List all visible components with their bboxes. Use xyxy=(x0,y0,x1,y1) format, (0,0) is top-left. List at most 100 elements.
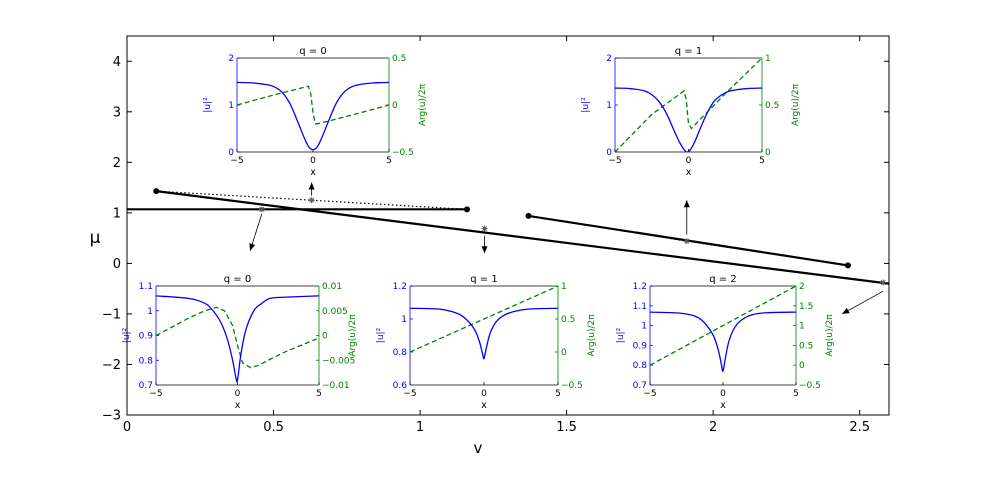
main-arrow-head xyxy=(683,200,690,208)
main-ytick-label: −2 xyxy=(102,358,121,373)
inset-series-group xyxy=(237,81,389,151)
inset-amplitude-line xyxy=(156,295,319,383)
main-xlabel: v xyxy=(474,439,483,457)
inset-ytick-right-label: −0.01 xyxy=(322,381,350,391)
inset-ylabel-left: |u|² xyxy=(122,327,132,343)
inset-ytick-right-label: 2 xyxy=(799,282,805,292)
inset-ytick-left-label: 0.8 xyxy=(633,361,648,371)
inset-ylabel-right: Arg(u)/2π xyxy=(418,83,428,126)
inset-ylabel-right: Arg(u)/2π xyxy=(825,314,835,357)
main-endpoint-marker xyxy=(844,262,851,269)
star-stroke xyxy=(880,280,886,286)
inset-xtick-label: −5 xyxy=(643,389,656,399)
inset-xtick-label: 0 xyxy=(720,389,726,399)
inset-xtick-label: 0 xyxy=(481,389,487,399)
inset-ytick-right-label: 0 xyxy=(392,101,398,111)
inset-ytick-left-label: 0.6 xyxy=(393,381,408,391)
inset-ytick-right-label: 0 xyxy=(561,348,567,358)
inset-ytick-left-label: 1 xyxy=(147,307,153,317)
main-xtick-label: 2 xyxy=(709,420,717,435)
inset-background xyxy=(156,286,319,385)
main-star-marker xyxy=(880,279,887,286)
inset-amplitude-line xyxy=(650,311,796,372)
inset-ylabel-left: |u|² xyxy=(376,327,386,343)
inset-ytick-right-label: 0 xyxy=(799,361,805,371)
inset-ytick-right-label: 1.5 xyxy=(799,302,813,312)
inset-xtick-label: 0 xyxy=(310,156,316,166)
inset-xtick-label: −5 xyxy=(608,156,621,166)
main-arrow-shaft xyxy=(841,290,884,315)
inset-ylabel-left: |u|² xyxy=(203,97,213,113)
inset-xlabel: x xyxy=(310,167,316,178)
inset-ytick-right-label: 1 xyxy=(799,322,805,332)
main-arrow-head xyxy=(308,182,315,190)
inset-ytick-right-label: 0.5 xyxy=(392,54,406,64)
main-ytick-label: 3 xyxy=(113,105,121,120)
inset-series-group xyxy=(410,286,558,360)
inset-xtick-label: 5 xyxy=(316,389,322,399)
inset-xtick-label: −5 xyxy=(230,156,243,166)
inset-ytick-left-label: 0 xyxy=(228,148,234,158)
inset-ytick-right-label: 1 xyxy=(561,282,567,292)
inset-xtick-label: 5 xyxy=(793,389,799,399)
star-stroke xyxy=(482,225,488,232)
inset-xtick-label: 5 xyxy=(555,389,561,399)
inset-ytick-left-label: 2 xyxy=(606,54,612,64)
main-xtick-label: 0 xyxy=(123,420,131,435)
main-ytick-label: −1 xyxy=(102,307,121,322)
inset-ytick-right-label: 0 xyxy=(765,148,771,158)
inset-ytick-left-label: 1 xyxy=(228,101,234,111)
inset-xlabel: x xyxy=(720,400,726,411)
inset-ytick-left-label: 0.8 xyxy=(393,348,408,358)
main-xtick-label: 0.5 xyxy=(263,420,284,435)
inset-ytick-left-label: 0.8 xyxy=(139,356,154,366)
star-stroke xyxy=(684,238,690,244)
inset-xtick-label: −5 xyxy=(403,389,416,399)
inset-series-group xyxy=(615,58,762,152)
inset-ytick-right-label: −0.5 xyxy=(392,148,414,158)
inset-ytick-right-label: −0.5 xyxy=(561,381,583,391)
inset-xtick-label: −5 xyxy=(149,389,162,399)
inset-phase-line xyxy=(410,286,558,353)
inset-ytick-right-label: 0.5 xyxy=(561,315,575,325)
main-ytick-label: −3 xyxy=(102,409,121,424)
inset-ylabel-left: |u|² xyxy=(616,327,626,343)
main-ytick-label: 4 xyxy=(113,55,121,70)
inset-bottom-right: q = 2 −5 0 5 x 0.7 0.8 0.9 1 1.1 1.2 −0.5 0 0.5 1 1.5 2 |… xyxy=(616,274,835,411)
inset-ytick-left-label: 0.7 xyxy=(139,381,153,391)
inset-title: q = 0 xyxy=(224,274,251,285)
main-ytick-label: 2 xyxy=(113,156,121,171)
inset-xtick-label: 5 xyxy=(386,156,392,166)
inset-amplitude-line xyxy=(237,81,389,151)
inset-xlabel: x xyxy=(686,167,692,178)
main-ytick-label: 0 xyxy=(113,257,121,272)
inset-ytick-left-label: 1.2 xyxy=(393,282,407,292)
inset-ylabel-right: Arg(u)/2π xyxy=(587,314,597,357)
inset-phase-line xyxy=(156,306,319,369)
inset-background xyxy=(615,58,762,152)
main-endpoint-marker xyxy=(463,206,470,213)
main-arrow-head xyxy=(249,243,256,251)
inset-ytick-right-label: 0.005 xyxy=(322,307,348,317)
inset-background xyxy=(410,286,558,385)
inset-ytick-right-label: −0.5 xyxy=(799,381,821,391)
star-stroke xyxy=(259,206,265,212)
main-xtick-label: 1 xyxy=(416,420,424,435)
inset-title: q = 1 xyxy=(675,46,702,57)
inset-phase-line xyxy=(650,286,796,366)
inset-bottom-middle: q = 1 −5 0 5 x 0.6 0.8 1 1.2 −0.5 0 0.5 1 |u|² Arg(u)/… xyxy=(376,274,597,411)
main-star-marker xyxy=(683,238,690,245)
main-star-marker xyxy=(481,225,488,232)
inset-ytick-left-label: 1.2 xyxy=(633,282,647,292)
inset-amplitude-line xyxy=(410,307,558,360)
inset-ytick-left-label: 1.1 xyxy=(633,302,647,312)
main-ytick-label: 1 xyxy=(113,206,121,221)
main-endpoint-marker xyxy=(525,212,532,219)
inset-ytick-right-label: 0.5 xyxy=(765,101,779,111)
inset-ytick-left-label: 1 xyxy=(606,101,612,111)
inset-title: q = 2 xyxy=(709,274,736,285)
main-xtick-label: 2.5 xyxy=(849,420,870,435)
